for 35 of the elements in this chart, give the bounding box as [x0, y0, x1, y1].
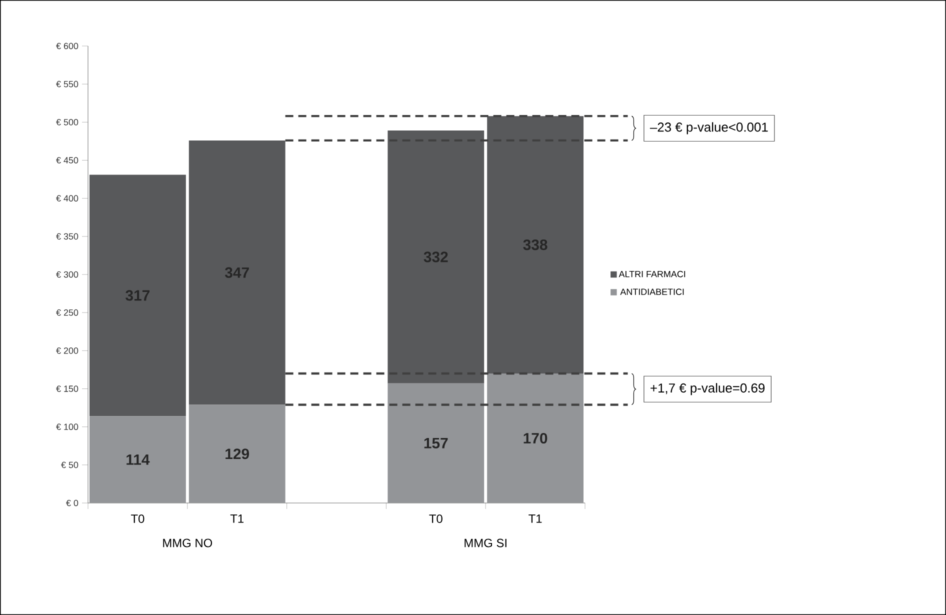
bar [89, 416, 186, 503]
bar [388, 383, 484, 503]
data-label: 114 [126, 454, 150, 465]
y-tick-label: € 150 [56, 386, 78, 392]
y-tick-label: € 0 [66, 500, 78, 506]
text: –23 € p-value<0.001 [650, 122, 768, 134]
legend-label: ANTIDIABETICI [620, 288, 684, 295]
bar [188, 140, 286, 405]
bar [487, 374, 584, 503]
legend-label: ALTRI FARMACI [618, 270, 686, 278]
y-tick-label: € 100 [56, 424, 78, 430]
text: +1,7 € p-value=0.69 [650, 383, 765, 396]
y-tick-label: € 450 [56, 157, 78, 164]
y-tick-label: € 400 [56, 195, 78, 202]
x-tick-label: T1 [230, 514, 244, 523]
x-tick-label: T0 [429, 514, 442, 523]
y-tick-label: € 50 [61, 462, 78, 468]
bar [188, 404, 286, 503]
y-tick-label: € 500 [56, 118, 78, 126]
text: MMG NO [163, 538, 212, 548]
y-tick-label: € 200 [56, 347, 78, 354]
y-tick-label: € 300 [56, 271, 78, 278]
y-tick-label: € 250 [56, 309, 78, 316]
data-label: 157 [424, 438, 448, 448]
data-label: 129 [226, 448, 250, 460]
bar [487, 116, 584, 374]
x-tick-label: T1 [528, 514, 542, 523]
data-label: 170 [524, 432, 548, 444]
bar [89, 174, 186, 416]
y-tick-label: € 550 [56, 80, 78, 88]
y-tick-label: € 350 [56, 233, 78, 240]
y-tick-label: € 600 [56, 42, 78, 50]
bar [388, 130, 484, 384]
x-tick-label: T0 [130, 514, 144, 523]
text: MMG SI [464, 538, 506, 548]
